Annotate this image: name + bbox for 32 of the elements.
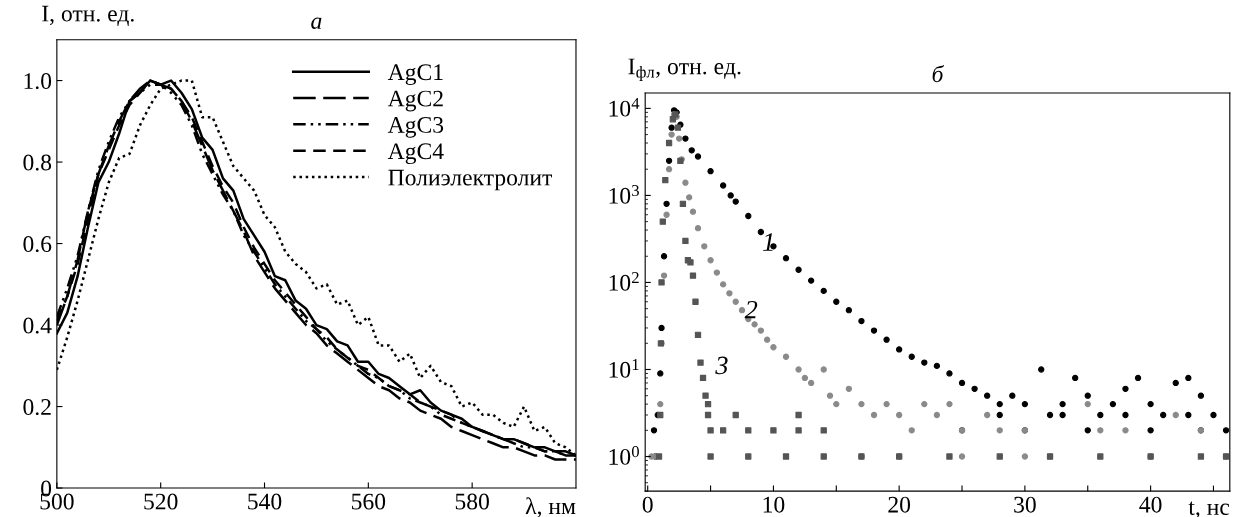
legend-label: AgC2	[387, 90, 443, 112]
x-tick-label: 560	[351, 493, 386, 510]
annotation: 1	[763, 233, 773, 251]
x-axis-title: λ, нм	[525, 497, 576, 517]
legend-label: AgC1	[387, 64, 443, 86]
x-tick-label: 0	[642, 496, 653, 513]
y-tick-label: 10$^{0}$	[609, 446, 639, 465]
x-tick-label: 20	[888, 496, 911, 513]
y-tick-label: 0.6	[23, 236, 52, 253]
x-tick-label: 10	[763, 496, 785, 513]
y-tick-label: 0.4	[23, 317, 52, 334]
legend-label: AgC3	[387, 117, 444, 138]
annotation: 3	[715, 356, 728, 375]
y-tick-label: 0.2	[23, 399, 51, 416]
chart-title: а	[311, 17, 322, 29]
x-tick-label: 580	[455, 493, 489, 510]
x-tick-label: 540	[248, 493, 282, 510]
y-tick-label: 10$^{2}$	[609, 271, 639, 291]
legend-label: AgC4	[387, 143, 444, 165]
legend-label: Полиэлектролит	[388, 169, 553, 191]
chart-title: б	[932, 65, 945, 83]
annotation: 2	[744, 300, 758, 319]
x-tick-label: 30	[1014, 496, 1036, 513]
x-tick-label: 40	[1139, 496, 1162, 513]
y-tick-label: 10$^{3}$	[609, 184, 639, 204]
y-tick-label: 0.8	[23, 154, 52, 171]
x-tick-label: 520	[144, 493, 178, 510]
y-axis-title: I, отн. ед.	[42, 5, 134, 26]
y-tick-label: 10$^{1}$	[609, 359, 639, 378]
y-axis-title: I$_{фл}$, отн. ед.	[628, 58, 741, 81]
y-tick-label: 10$^{4}$	[609, 97, 640, 117]
y-tick-label: 1.0	[24, 73, 52, 90]
